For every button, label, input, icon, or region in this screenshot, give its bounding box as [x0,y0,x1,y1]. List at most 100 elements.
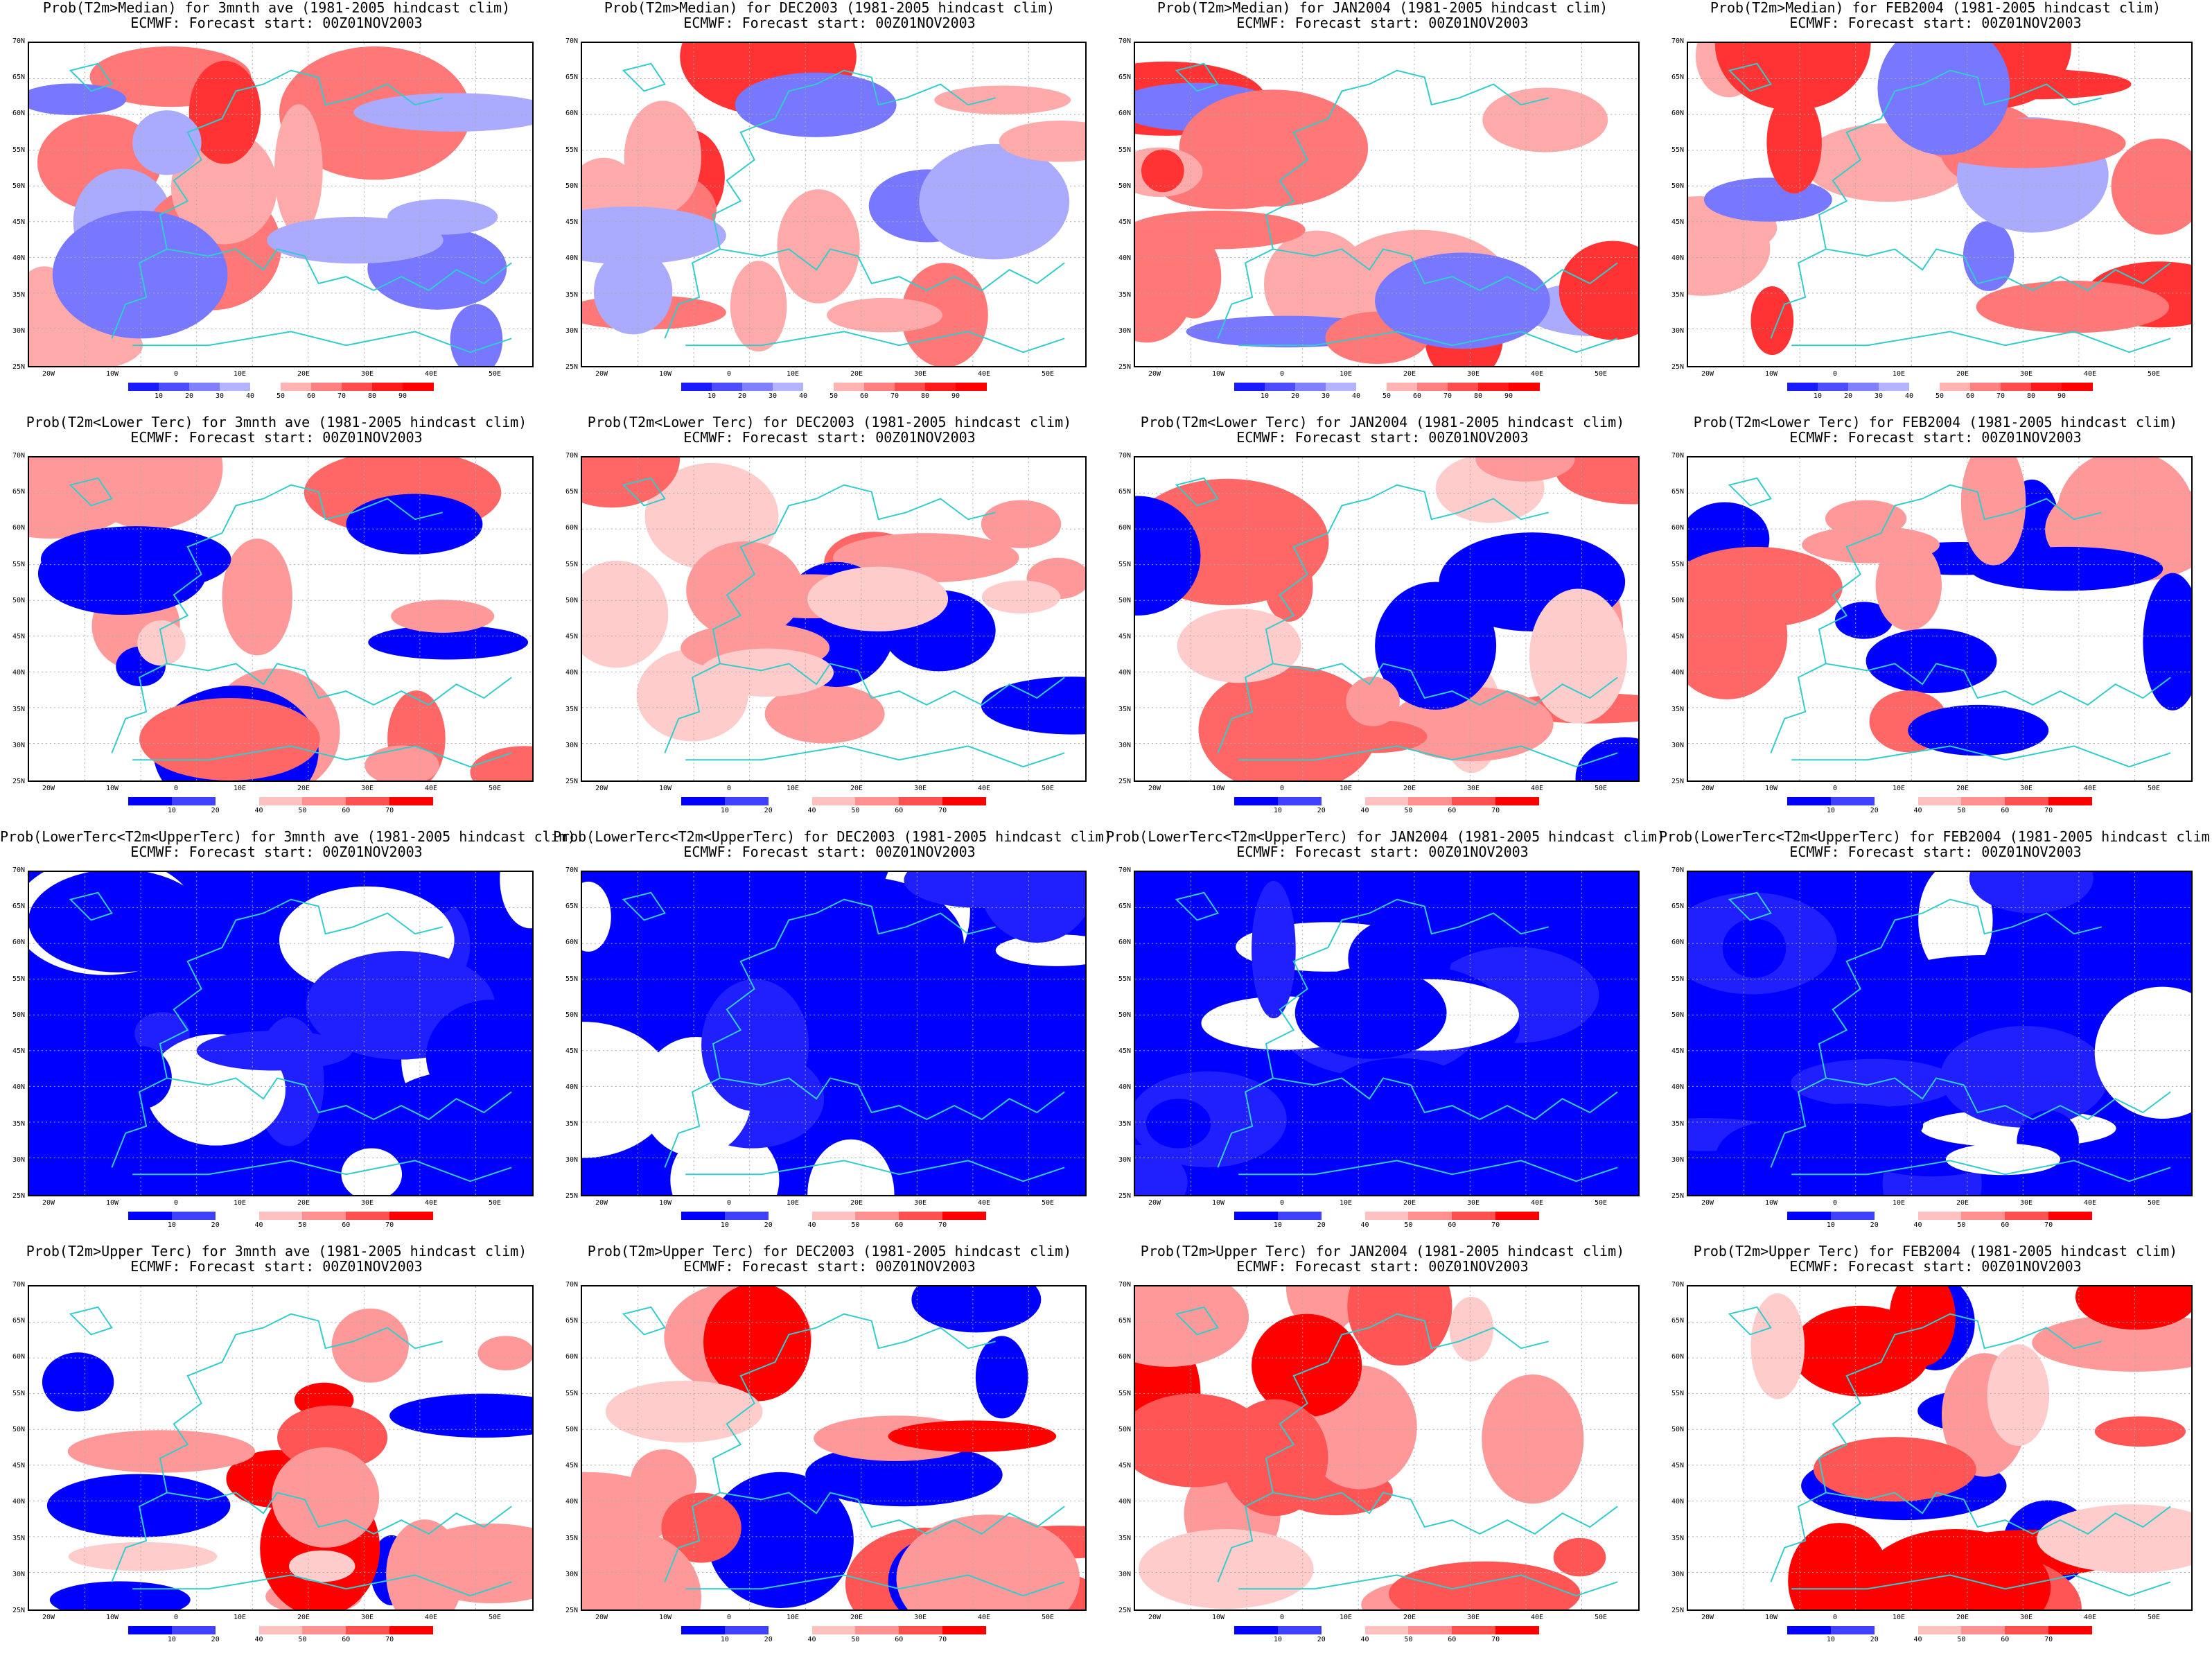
colorbar-tick: 40 [1360,1636,1369,1643]
colorbar-tick: 30 [1874,392,1884,400]
colorbar-tick: 20 [184,392,194,400]
probability-contour [777,189,860,304]
lon-label: 30E [913,785,927,792]
lon-label: 50E [2147,785,2161,792]
panel-title-line1: Prob(T2m>Median) for JAN2004 (1981-2005 … [1157,0,1608,16]
map-fields [582,872,1085,1195]
forecast-map [1134,1285,1640,1611]
probability-contour [1325,1058,1475,1135]
map-panel: Prob(T2m>Upper Terc) for JAN2004 (1981-2… [1106,1244,1659,1658]
lat-label: 65N [565,1317,578,1325]
probability-contour [805,1443,1003,1507]
lat-label: 35N [1118,705,1131,713]
probability-contour [274,104,323,235]
probability-contour [703,1286,811,1402]
lat-label: 70N [12,1281,25,1289]
lon-label: 40E [1530,1614,1544,1621]
lat-label: 70N [1118,37,1131,45]
lon-label: 10W [658,1614,672,1621]
coastline [622,62,1065,354]
lat-label: 70N [565,452,578,460]
forecast-map [1687,456,2193,782]
panel-title: Prob(LowerTerc<T2m<UpperTerc) for FEB200… [1659,829,2212,859]
lon-label: 20W [1701,370,1714,378]
colorbar-tick: 40 [1360,807,1369,814]
probability-contour [640,872,834,905]
colorbar-tick: 60 [306,392,316,400]
lon-label: 0 [726,370,732,378]
probability-contour [42,1352,114,1412]
colorbar-tick: 20 [1317,807,1326,814]
lat-label: 40N [1671,1083,1684,1092]
probability-contour [134,1012,190,1055]
probability-contour [1963,220,2015,291]
lon-label: 10E [1892,1614,1906,1621]
lon-label: 20E [297,1614,310,1621]
colorbar-tick: 70 [938,1221,947,1229]
colorbar-segment [724,797,769,805]
lat-label: 70N [565,37,578,45]
probability-contour [896,1515,1080,1609]
panel-title-line1: Prob(T2m>Upper Terc) for DEC2003 (1981-2… [587,1243,1072,1259]
lon-label: 30E [360,1199,374,1207]
lat-label: 60N [12,1353,25,1361]
colorbar-tick: 40 [254,807,263,814]
colorbar-tick: 20 [1317,1221,1326,1229]
lat-label: 60N [565,524,578,532]
probability-contour [1179,89,1369,207]
lat-label: 35N [1118,290,1131,299]
probability-contour [1549,881,1616,939]
lon-label: 20W [42,370,55,378]
panel-title-line1: Prob(LowerTerc<T2m<UpperTerc) for DEC200… [553,828,1112,845]
lat-label: 55N [1671,146,1684,154]
probability-contour [1688,201,1771,296]
lon-label: 40E [977,370,991,378]
lat-label: 55N [1118,560,1131,568]
map-fields [582,1286,1085,1609]
colorbar-segment [1234,383,1265,391]
probability-contour [1135,914,1236,996]
colorbar: 10 20 40 50 60 70 [1787,1212,2093,1229]
probability-contour [1222,1399,1328,1517]
probability-contour [1888,954,2084,1006]
lat-label: 40N [1671,669,1684,677]
probability-contour [1482,1374,1584,1504]
panel-title-line2: ECMWF: Forecast start: 00Z01NOV2003 [1789,429,2082,446]
colorbar-tick: 10 [1260,392,1270,400]
colorbar-segment [258,1212,303,1220]
coastline [69,1306,512,1597]
lat-label: 35N [12,1534,25,1542]
probability-contour [1715,1121,1832,1194]
forecast-map [1134,456,1640,782]
colorbar-segment [389,1212,434,1220]
lat-label: 55N [12,1389,25,1397]
colorbar-segment [1321,797,1366,805]
colorbar-tick: 70 [2044,1636,2053,1643]
lon-label: 10W [105,370,119,378]
probability-contour [2075,1286,2191,1330]
lon-label: 20E [1956,370,1969,378]
colorbar: 10 20 40 50 60 70 [128,1626,434,1643]
probability-contour [1866,628,1997,694]
probability-contour [108,1045,172,1110]
colorbar-tick: 50 [851,807,860,814]
colorbar-tick: 70 [1491,1636,1500,1643]
coastline [1728,62,2171,354]
colorbar-segment [2005,1212,2049,1220]
lat-label: 40N [1671,1498,1684,1506]
probability-contour [67,1430,256,1473]
colorbar-segment [1387,383,1418,391]
colorbar-tick: 50 [1957,1636,1966,1643]
lat-label: 55N [1671,975,1684,983]
colorbar-tick: 60 [1412,392,1422,400]
forecast-map [28,42,534,367]
lon-label: 20E [1956,1199,1969,1207]
colorbar-tick: 40 [254,1636,263,1643]
coastline [1175,477,1618,768]
probability-contour [812,951,1004,1035]
probability-contour [1750,286,1794,356]
lat-label: 25N [565,778,578,785]
colorbar-segment [1787,797,1832,805]
coastline [69,477,512,768]
colorbar-segment [1408,1212,1452,1220]
